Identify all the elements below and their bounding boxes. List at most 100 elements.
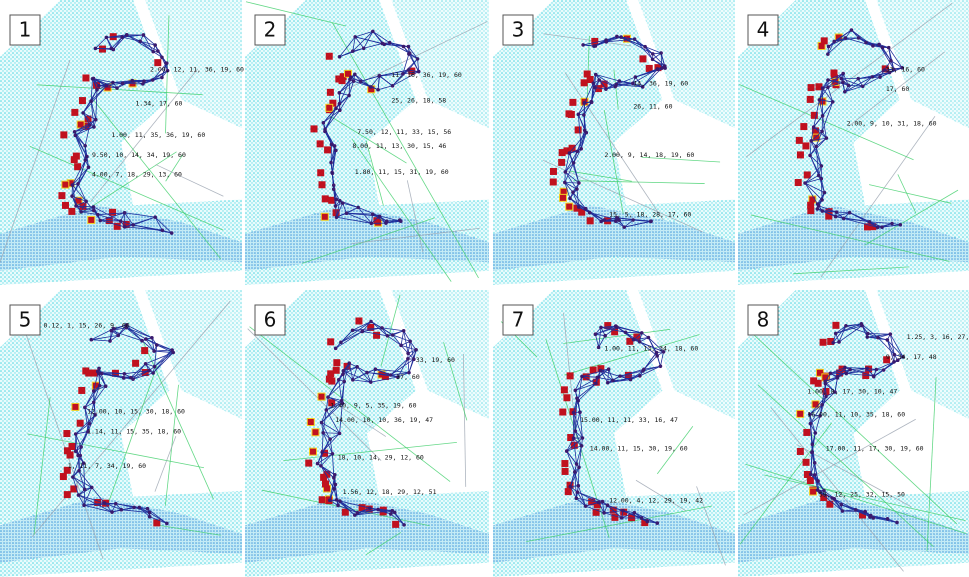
graph-node xyxy=(360,330,364,334)
graph-node xyxy=(575,462,579,466)
red-marker xyxy=(815,380,822,387)
graph-node xyxy=(814,145,818,149)
graph-node xyxy=(353,73,357,77)
graph-node xyxy=(90,486,94,490)
graph-node xyxy=(826,78,830,82)
graph-node xyxy=(335,215,339,219)
panel-number: 6 xyxy=(264,308,277,332)
graph-node xyxy=(820,198,824,202)
red-marker xyxy=(800,123,807,130)
graph-node xyxy=(402,329,406,333)
graph-node xyxy=(347,361,351,365)
graph-node xyxy=(114,502,118,506)
graph-node xyxy=(614,219,618,223)
graph-node xyxy=(338,55,342,59)
graph-node xyxy=(97,367,101,371)
red-marker xyxy=(569,99,576,106)
graph-node xyxy=(831,100,835,104)
red-marker xyxy=(820,339,827,346)
graph-node xyxy=(620,516,624,520)
graph-node xyxy=(856,77,860,81)
graph-node xyxy=(370,221,374,225)
graph-node xyxy=(578,410,582,414)
annotation: 1.80, 11, 15, 31, 19, 60 xyxy=(355,168,449,176)
panel: 2.00, 12, 11, 36, 19, 601.34, 17, 601.00… xyxy=(0,0,244,285)
graph-node xyxy=(132,506,136,510)
red-marker xyxy=(319,181,326,188)
graph-node xyxy=(331,452,335,456)
graph-node xyxy=(130,79,134,83)
graph-node xyxy=(402,45,406,49)
graph-node xyxy=(341,373,345,377)
annotation: 0.12, 1, 15, 26, 9, 60 xyxy=(44,321,130,329)
graph-node xyxy=(338,91,342,95)
graph-node xyxy=(399,344,403,348)
graph-node xyxy=(110,510,114,514)
graph-node xyxy=(332,183,336,187)
graph-node xyxy=(663,66,667,70)
graph-node xyxy=(380,326,384,330)
red-marker xyxy=(808,84,815,91)
graph-node xyxy=(333,144,337,148)
graph-node xyxy=(621,509,625,513)
annotation: 59, 12, 25, 32, 15, 50 xyxy=(819,491,905,499)
graph-node xyxy=(92,205,96,209)
graph-node xyxy=(597,78,601,82)
graph-node xyxy=(817,174,821,178)
panel-number: 4 xyxy=(757,18,770,42)
graph-node xyxy=(624,330,628,334)
red-marker xyxy=(591,38,598,45)
red-marker xyxy=(562,468,569,475)
annotation: 9, 34, 17, 48 xyxy=(886,353,937,361)
graph-node xyxy=(348,78,352,82)
graph-node xyxy=(398,218,402,222)
graph-node xyxy=(872,374,876,378)
graph-node xyxy=(821,114,825,118)
graph-node xyxy=(659,364,663,368)
graph-node xyxy=(629,378,633,382)
panel: 1.25, 3, 16, 27, 189, 34, 17, 481.00, 8,… xyxy=(738,290,969,577)
graph-node xyxy=(87,165,91,169)
graph-node xyxy=(572,411,576,415)
annotation: 1.00, 8, 17, 30, 10, 47 xyxy=(807,387,897,395)
red-marker xyxy=(575,126,582,133)
annotation: 2.00, 9, 10, 31, 18, 60 xyxy=(847,119,937,127)
graph-node xyxy=(826,86,830,90)
graph-node xyxy=(105,36,109,40)
graph-node xyxy=(339,341,343,345)
red-marker xyxy=(74,163,81,170)
red-marker xyxy=(333,359,340,366)
panel-number: 7 xyxy=(512,308,525,332)
graph-node xyxy=(335,498,339,502)
graph-node xyxy=(355,365,359,369)
graph-node xyxy=(860,322,864,326)
panel: 0.12, 1, 15, 26, 9, 6012.00, 10, 15, 30,… xyxy=(0,290,242,577)
red-marker xyxy=(310,448,317,455)
graph-node xyxy=(108,339,112,343)
graph-node xyxy=(618,79,622,83)
graph-node xyxy=(604,40,608,44)
graph-node xyxy=(125,33,129,37)
graph-node xyxy=(338,102,342,106)
graph-node xyxy=(823,191,827,195)
graph-node xyxy=(336,504,340,508)
red-marker xyxy=(565,110,572,117)
graph-node xyxy=(870,75,874,79)
graph-node xyxy=(640,516,644,520)
graph-node xyxy=(414,348,418,352)
graph-node xyxy=(898,223,902,227)
graph-node xyxy=(147,369,151,373)
red-marker xyxy=(560,194,567,201)
graph-node xyxy=(160,76,164,80)
graph-node xyxy=(577,113,581,117)
graph-node xyxy=(865,335,869,339)
graph-node xyxy=(332,187,336,191)
graph-node xyxy=(171,351,175,355)
graph-node xyxy=(362,46,366,50)
graph-node xyxy=(842,217,846,221)
red-marker xyxy=(328,197,335,204)
red-marker xyxy=(639,55,646,62)
graph-node xyxy=(92,401,96,405)
graph-node xyxy=(572,436,576,440)
graph-node xyxy=(633,511,637,515)
